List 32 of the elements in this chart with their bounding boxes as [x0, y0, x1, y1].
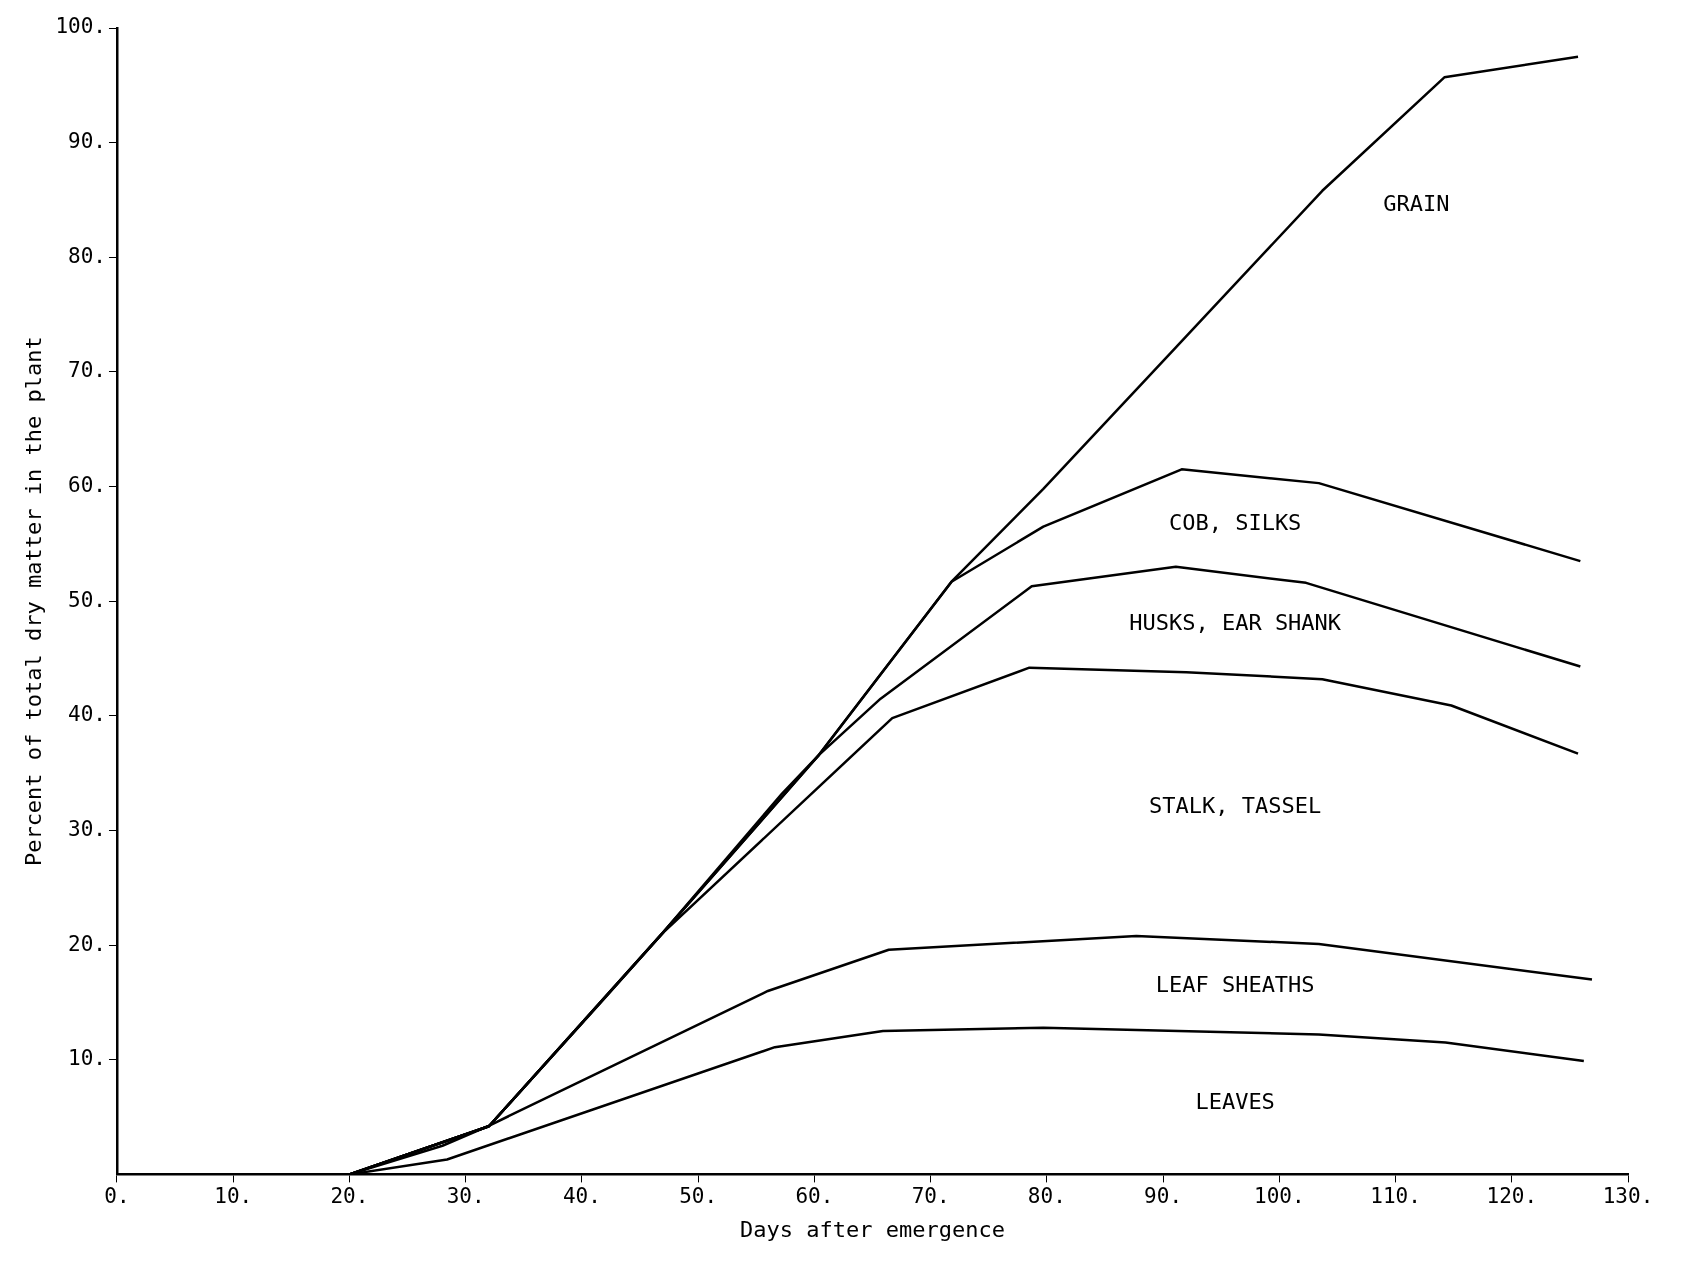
- y-axis-title: Percent of total dry matter in the plant: [20, 336, 46, 867]
- annotation: HUSKS, EAR SHANK: [1129, 610, 1342, 636]
- annotation: LEAVES: [1195, 1089, 1275, 1115]
- x-tick-label: 30.: [446, 1184, 485, 1209]
- x-axis-title: Days after emergence: [740, 1216, 1005, 1242]
- x-tick-label: 110.: [1370, 1184, 1421, 1209]
- x-tick-label: 40.: [562, 1184, 601, 1209]
- annotation: STALK, TASSEL: [1149, 793, 1322, 819]
- y-tick-label: 60.: [68, 473, 106, 498]
- x-tick-label: 80.: [1027, 1184, 1066, 1209]
- x-tick-label: 50.: [679, 1184, 718, 1209]
- x-tick-label: 90.: [1144, 1184, 1183, 1209]
- x-tick-label: 100.: [1254, 1184, 1305, 1209]
- x-tick-label: 60.: [795, 1184, 834, 1209]
- y-tick-label: 40.: [68, 702, 106, 727]
- y-tick-label: 100.: [55, 14, 106, 39]
- y-tick-label: 10.: [68, 1046, 106, 1071]
- y-tick-label: 90.: [68, 129, 106, 154]
- y-tick-label: 70.: [68, 358, 106, 383]
- x-tick-label: 0.: [104, 1184, 130, 1209]
- annotation: COB, SILKS: [1168, 510, 1302, 536]
- annotation: GRAIN: [1383, 191, 1450, 217]
- y-tick-label: 20.: [68, 931, 106, 956]
- y-tick-label: 30.: [68, 816, 106, 841]
- x-tick-label: 10.: [214, 1184, 253, 1209]
- x-tick-label: 20.: [330, 1184, 369, 1209]
- y-tick-label: 80.: [68, 243, 106, 268]
- x-tick-label: 120.: [1486, 1184, 1538, 1209]
- y-tick-label: 50.: [68, 587, 106, 612]
- annotation: LEAF SHEATHS: [1155, 972, 1315, 998]
- x-tick-label: 70.: [911, 1184, 950, 1209]
- x-tick-label: 130.: [1602, 1184, 1654, 1209]
